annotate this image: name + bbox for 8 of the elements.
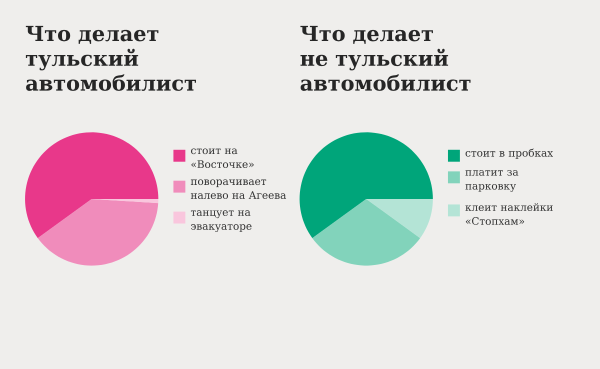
chart-title: Что делает тульский автомобилист <box>26 26 196 91</box>
legend-label: клеит наклейки «Стопхам» <box>465 203 553 225</box>
legend-label: танцует на эвакуаторе <box>190 210 252 232</box>
legend-label: платит за парковку <box>465 170 518 192</box>
chart-title: Что делает не тульский автомобилист <box>300 26 471 91</box>
legend-label: стоит на «Восточке» <box>191 148 254 168</box>
legend-label: поворачивает налево на Агеева <box>190 179 286 199</box>
legend-label: стоит в пробках <box>466 148 553 159</box>
